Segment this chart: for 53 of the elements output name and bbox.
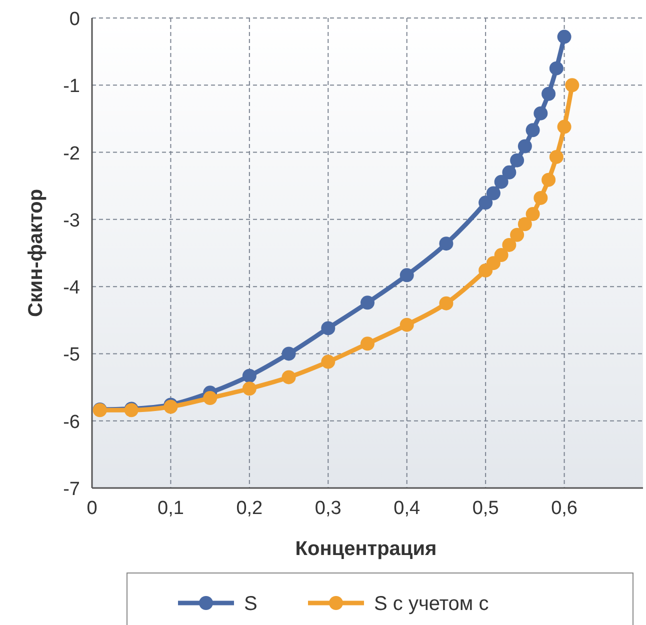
point: [510, 153, 524, 168]
point: [321, 321, 336, 336]
point: [518, 217, 532, 232]
point: [549, 61, 564, 76]
y-tick-label: -3: [63, 210, 80, 232]
point: [526, 123, 540, 138]
point: [565, 78, 580, 92]
point: [494, 174, 508, 189]
point: [360, 336, 374, 351]
point: [400, 268, 414, 282]
point: [360, 296, 374, 310]
point: [282, 346, 296, 361]
legend-label: S с учетом с: [374, 593, 489, 615]
y-tick-label: -1: [63, 76, 80, 98]
point: [502, 238, 516, 252]
x-tick-label: 0,2: [236, 498, 263, 519]
point: [557, 120, 572, 134]
point: [478, 196, 493, 210]
x-axis-title: Концентрация: [295, 538, 437, 560]
point: [242, 368, 256, 383]
point: [242, 382, 256, 396]
point: [526, 207, 540, 222]
point: [400, 318, 414, 332]
y-tick-label: -6: [63, 412, 80, 433]
point: [203, 391, 218, 406]
y-tick-label: -7: [63, 479, 80, 500]
legend-label: S: [244, 593, 258, 615]
point: [542, 86, 556, 101]
point: [494, 248, 508, 262]
x-tick-label: 0,6: [551, 498, 578, 519]
point: [439, 236, 454, 251]
point: [486, 186, 500, 200]
point: [518, 139, 532, 154]
point: [502, 165, 516, 180]
x-tick-label: 0,3: [314, 498, 342, 519]
x-tick-label: 0: [86, 498, 98, 519]
y-tick-label: -5: [63, 344, 80, 366]
y-axis-title: Скин-фактор: [25, 188, 47, 318]
point: [534, 190, 548, 205]
x-tick-label: 0,1: [158, 498, 184, 519]
y-tick-label: -4: [63, 278, 80, 299]
point: [549, 150, 564, 164]
point: [557, 30, 572, 44]
x-tick-label: 0,5: [472, 498, 499, 519]
point: [510, 228, 524, 242]
point: [282, 370, 296, 384]
point: [439, 296, 454, 310]
point: [321, 354, 336, 369]
x-tick-label: 0,4: [394, 498, 420, 519]
point: [534, 106, 548, 120]
y-tick-label: 0: [69, 9, 80, 30]
y-tick-label: -2: [63, 143, 80, 164]
point: [542, 172, 556, 187]
